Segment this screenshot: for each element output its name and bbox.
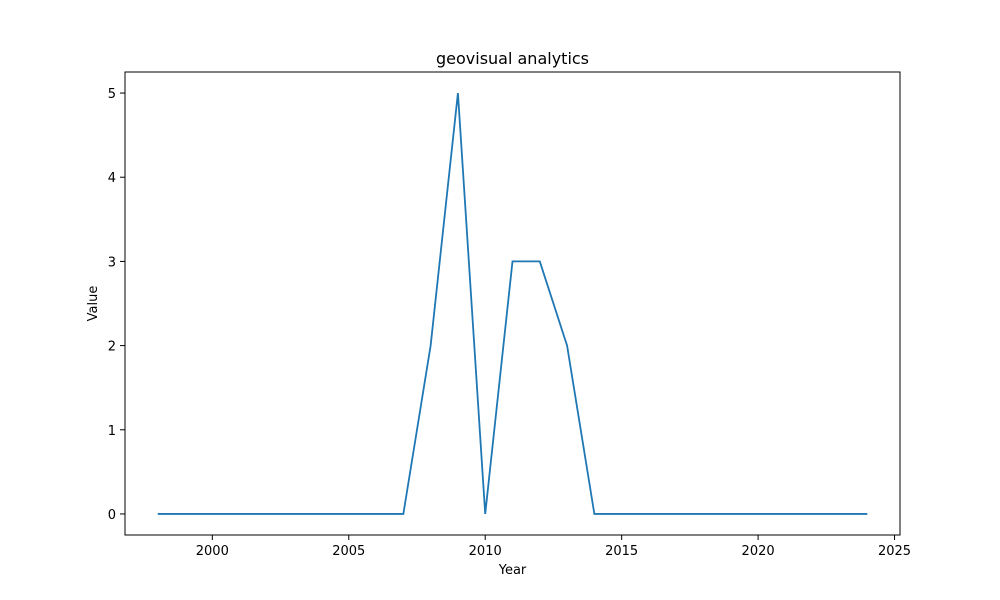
y-tick-label: 5 (108, 87, 116, 102)
x-tick-label: 2015 (605, 544, 638, 559)
x-tick-label: 2020 (742, 544, 775, 559)
y-tick-label: 1 (108, 424, 116, 439)
y-axis: 0 1 2 3 4 5 (108, 87, 125, 523)
plot-area (125, 72, 900, 535)
y-tick-label: 2 (108, 340, 116, 355)
y-tick-label: 4 (108, 171, 116, 186)
x-tick-label: 2025 (878, 544, 911, 559)
series-layer (157, 92, 868, 515)
x-axis-label: Year (498, 563, 527, 578)
x-tick-label: 2010 (469, 544, 502, 559)
y-axis-label: Value (86, 286, 101, 322)
x-axis: 2000 2005 2010 2015 2020 2025 (196, 535, 911, 559)
y-tick-label: 3 (108, 255, 116, 270)
plot-frame (124, 71, 901, 536)
y-tick-label: 0 (108, 508, 116, 523)
series-line (157, 92, 868, 515)
chart-title: geovisual analytics (436, 49, 589, 68)
x-tick-label: 2000 (196, 544, 229, 559)
x-tick-label: 2005 (332, 544, 365, 559)
